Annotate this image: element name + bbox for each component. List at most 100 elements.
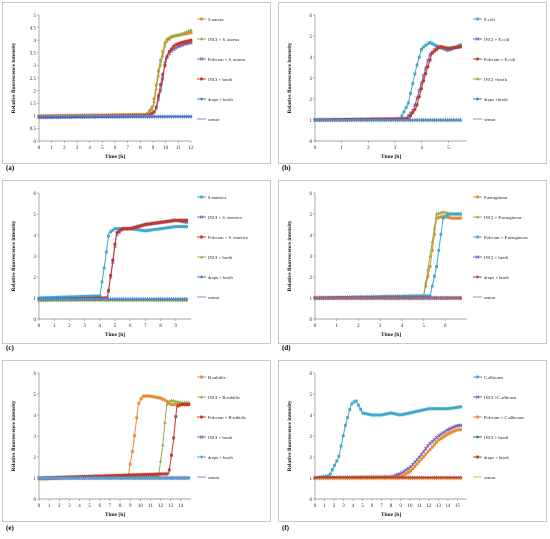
x-tick-label: 0 [38,504,41,509]
legend-label: S.aureus [208,17,224,22]
data-point [120,228,123,231]
series-2 [313,44,463,123]
data-point [452,216,456,220]
x-tick-label: 0 [38,146,41,151]
data-point [454,428,458,432]
data-point [411,111,415,115]
data-point [433,43,436,47]
legend-label: sensor [208,295,220,300]
data-point [420,457,423,461]
x-axis-label: Time [h] [381,332,401,338]
data-point [454,476,458,480]
legend-label: INCI + broth [208,255,233,260]
data-point [144,223,147,226]
data-point [439,45,443,49]
data-point [135,416,139,420]
legend-entry: INCI + P.aeruginosa [473,215,521,220]
data-point [185,403,189,406]
x-tick-label: 12 [427,504,433,509]
chart-panel: 0 1 2 3 4 5 6 0 1 2 3 4 5 6 Time [h] Relative fluoresce… [278,180,547,344]
legend-label: INCI + broth [208,435,233,440]
data-point [450,430,454,434]
data-point [430,51,434,55]
legend-marker [200,77,203,81]
data-point [157,227,160,231]
data-point [456,476,460,480]
data-point [180,403,184,406]
x-tick-label: 8 [390,504,393,509]
data-point [359,476,362,480]
data-point [189,38,193,42]
x-tick-label: 1 [48,504,51,509]
data-point [161,397,165,401]
y-tick-label: 6 [310,192,313,197]
data-point [391,476,395,480]
y-tick-label: 5 [310,213,313,218]
data-point [450,212,454,216]
data-point [174,218,178,222]
data-point [159,227,162,231]
data-point [133,226,136,229]
data-point [420,476,423,480]
data-point [183,225,186,228]
data-point [180,400,185,404]
data-point [137,228,141,232]
legend-label: Polcrom + S. aureus [208,57,246,62]
data-point [113,474,117,477]
y-tick-label: 0 [34,140,37,145]
data-point [361,411,365,415]
data-point [413,464,417,468]
legend-entry: E.coli [473,17,496,22]
data-point [339,476,343,480]
data-point [426,42,430,46]
series-3 [37,402,191,481]
x-tick-label: 0 [314,504,317,509]
legend-label: sensor [208,475,220,480]
data-point [139,224,143,228]
x-tick-label: 8 [119,504,122,509]
data-point [130,450,134,453]
legend-entry: INCI + broth [197,77,233,82]
legend-entry: INCI + E.coli [473,37,510,42]
data-point [72,295,76,299]
data-point [178,225,182,228]
data-point [176,400,180,404]
y-axis-label: Relative fluorescence intensity [11,400,17,471]
data-point [150,105,154,109]
data-point [126,473,130,477]
data-point [424,43,428,47]
data-point [441,216,445,220]
data-point [183,40,186,44]
data-point [169,398,174,402]
legend-label: INCI + broth [484,255,509,260]
legend-marker [199,435,204,439]
data-point [328,472,332,476]
data-point [150,472,154,476]
data-point [96,115,100,119]
series-line [38,226,188,299]
data-point [158,459,163,463]
chart-panel: 0 1 2 3 4 5 6 0 1 2 3 4 5 Time [h] Relative fluorescen… [278,2,547,164]
data-point [157,94,160,98]
data-point [424,284,428,288]
data-point [404,412,408,416]
data-point [428,254,432,258]
legend-label: drops + broth [484,455,509,460]
y-tick-label: 2 [310,276,313,281]
legend-label: C.albicans [484,375,503,380]
legend-marker [199,255,204,259]
data-point [450,406,454,410]
data-point [398,476,402,480]
series-line [38,32,192,117]
data-point [424,452,428,456]
legend-entry: P.aeruginosa [473,195,507,200]
data-point [165,400,169,403]
data-point [184,30,189,34]
data-point [163,472,167,476]
data-point [387,476,391,480]
data-point [152,395,156,399]
data-point [178,400,182,404]
data-point [454,216,458,220]
x-tick-label: 3 [83,324,86,329]
